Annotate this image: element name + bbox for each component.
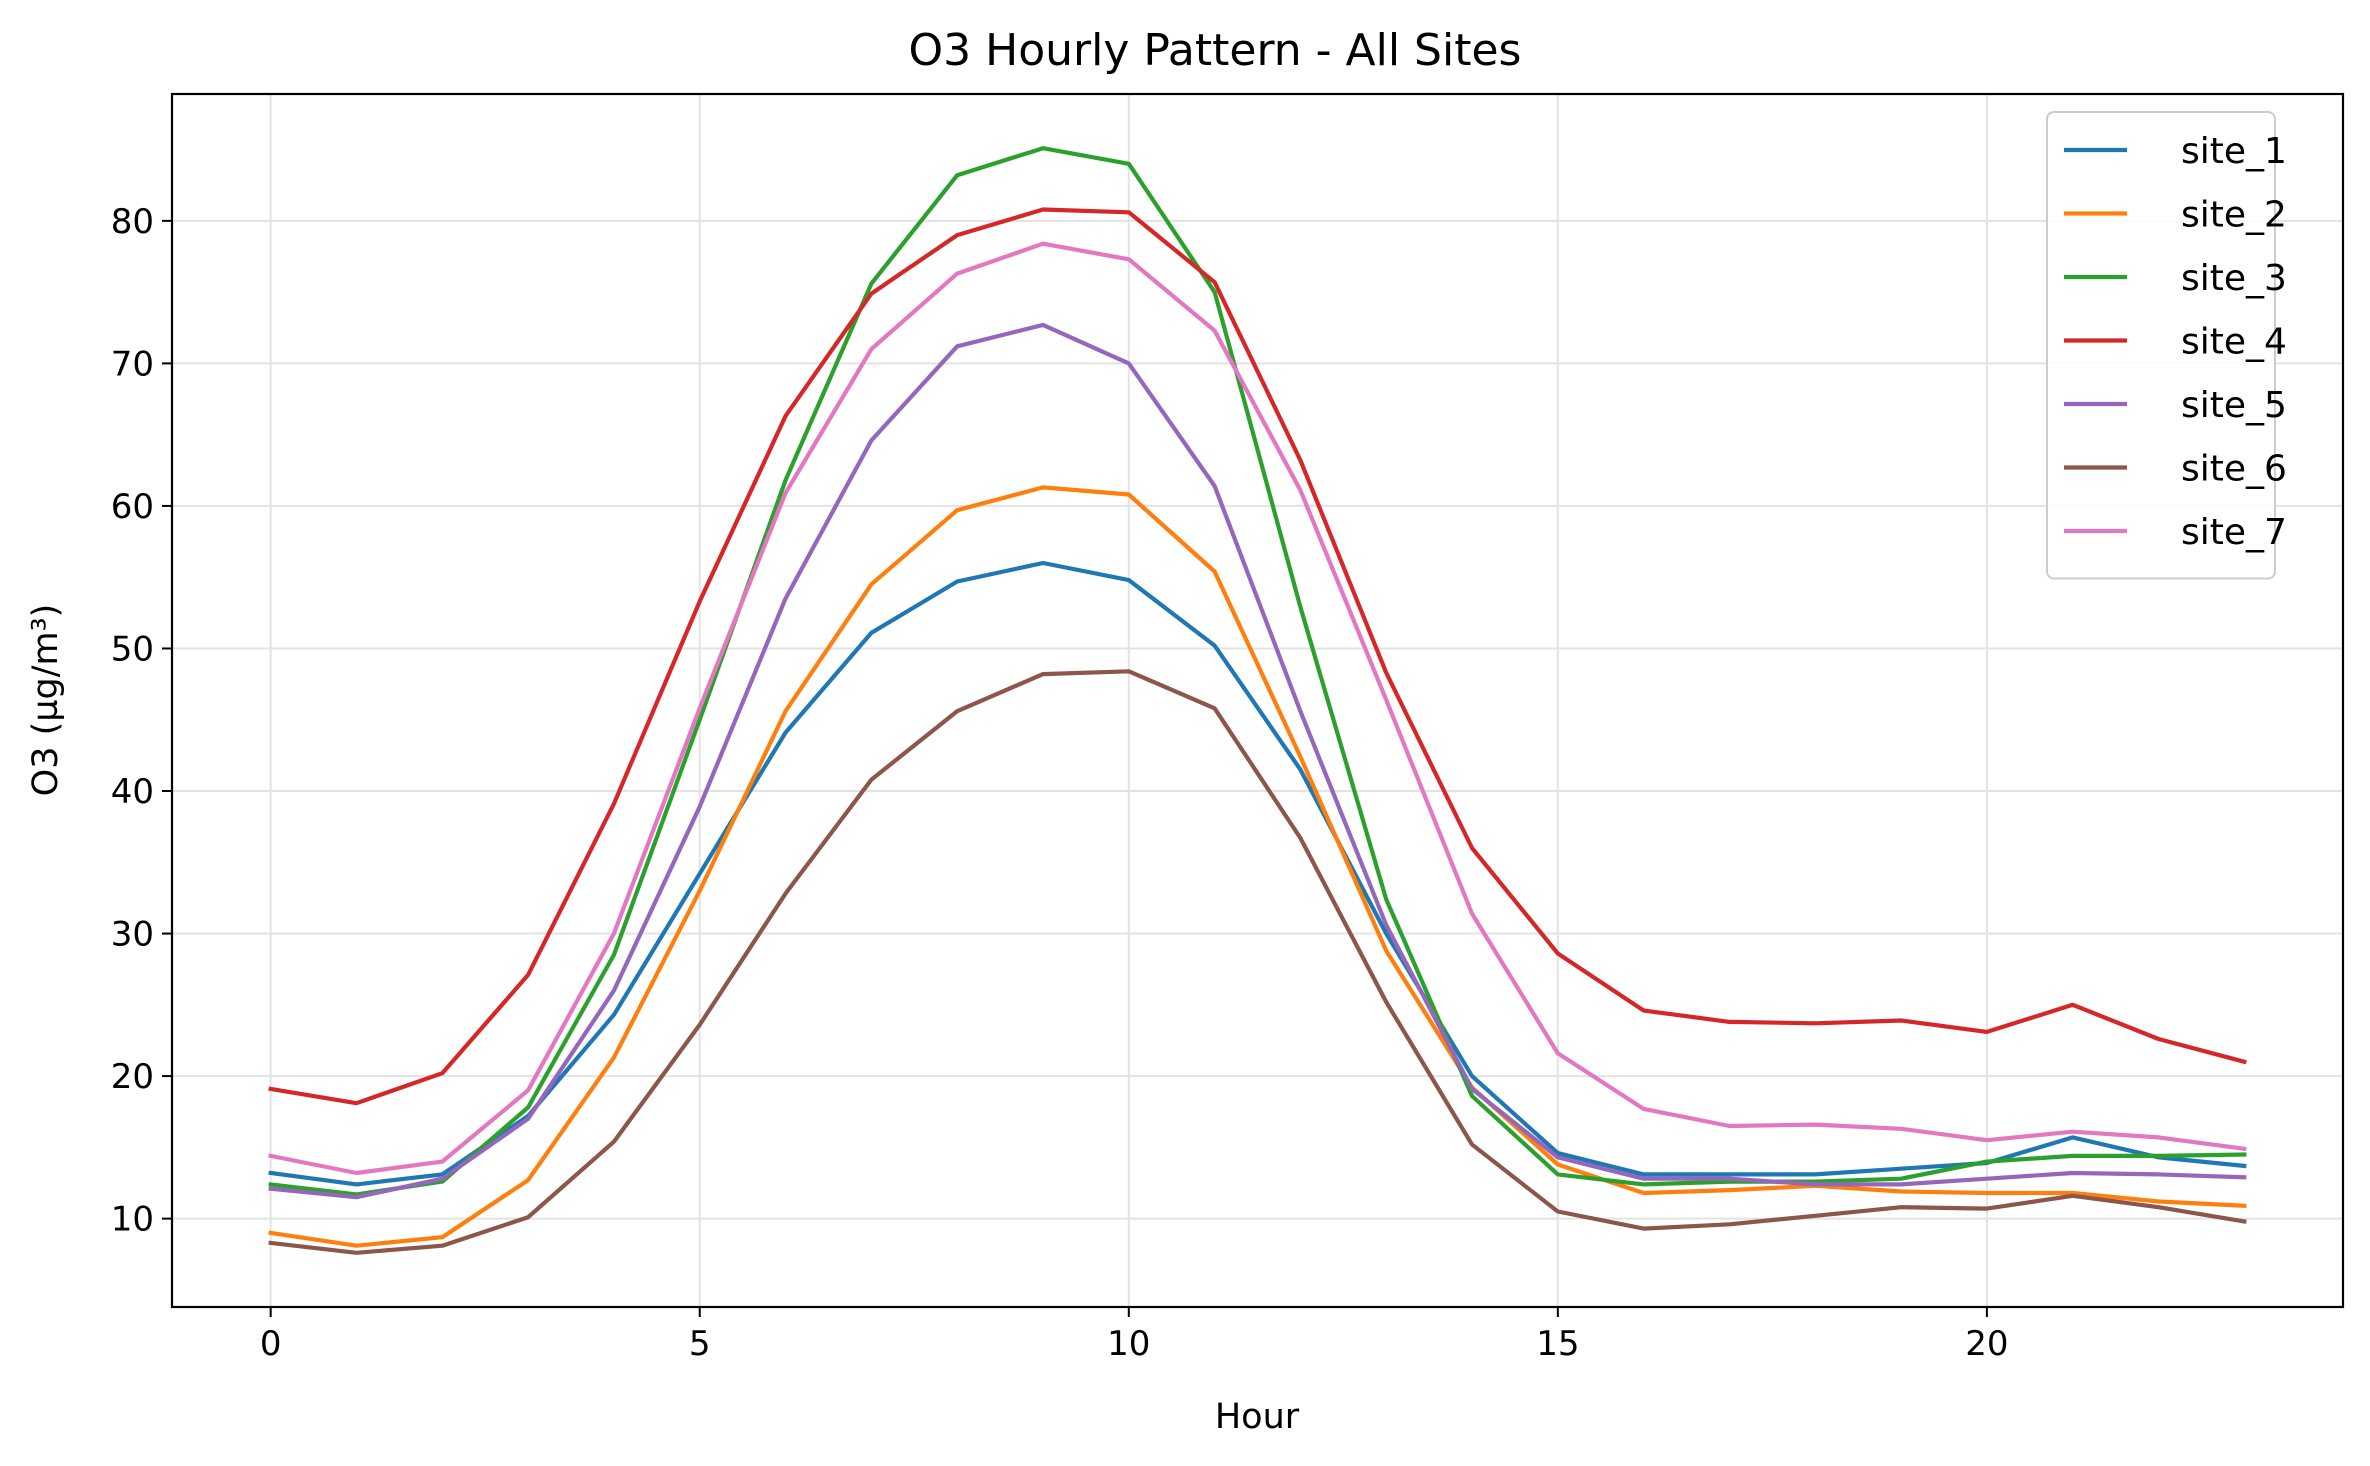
series-line-site-6 [268,669,2247,1255]
chart-title: O3 Hourly Pattern - All Sites [909,25,1522,76]
series-line-site-5 [268,322,2247,1200]
legend-label: site_5 [2181,385,2287,426]
y-tick-label: 50 [111,629,154,669]
legend-label: site_3 [2181,258,2287,299]
legend-label: site_7 [2181,512,2287,553]
legend: site_1 site_2 site_3 site_4 site_5 site_6site… [2046,111,2287,580]
y-tick-label: 20 [111,1057,154,1097]
series-line-site-4 [268,207,2247,1106]
x-tick-label: 10 [1107,1324,1150,1364]
y-tick-label: 80 [111,202,154,242]
y-tick-label: 60 [111,487,154,527]
y-tick-label: 70 [111,344,154,384]
legend-label: site_6 [2181,449,2287,490]
series-line-site-1 [268,560,2247,1187]
legend-label: site_1 [2181,131,2287,172]
x-tick-label: 5 [689,1324,711,1364]
series-line-site-2 [268,485,2247,1248]
plot-area-frame [170,92,2345,1309]
y-tick-label: 40 [111,772,154,812]
legend-box [2046,111,2276,580]
series-line-site-7 [268,241,2247,1176]
x-axis-label: Hour [1215,1397,1300,1437]
legend-label: site_2 [2181,195,2287,236]
y-axis-label: O3 (µg/m³) [26,604,66,797]
x-tick-label: 15 [1536,1324,1579,1364]
legend-label: site_4 [2181,322,2287,363]
series-line-site-3 [268,146,2247,1197]
y-tick-label: 30 [111,915,154,955]
x-tick-label: 0 [260,1324,282,1364]
grid-lines [172,94,2343,1307]
x-tick-label: 20 [1965,1324,2008,1364]
y-tick-label: 10 [111,1200,154,1240]
axis-ticks: 0 5 10 15 20 10 20 30 40 50 60 70 80 [111,202,2009,1364]
data-series [268,146,2247,1255]
